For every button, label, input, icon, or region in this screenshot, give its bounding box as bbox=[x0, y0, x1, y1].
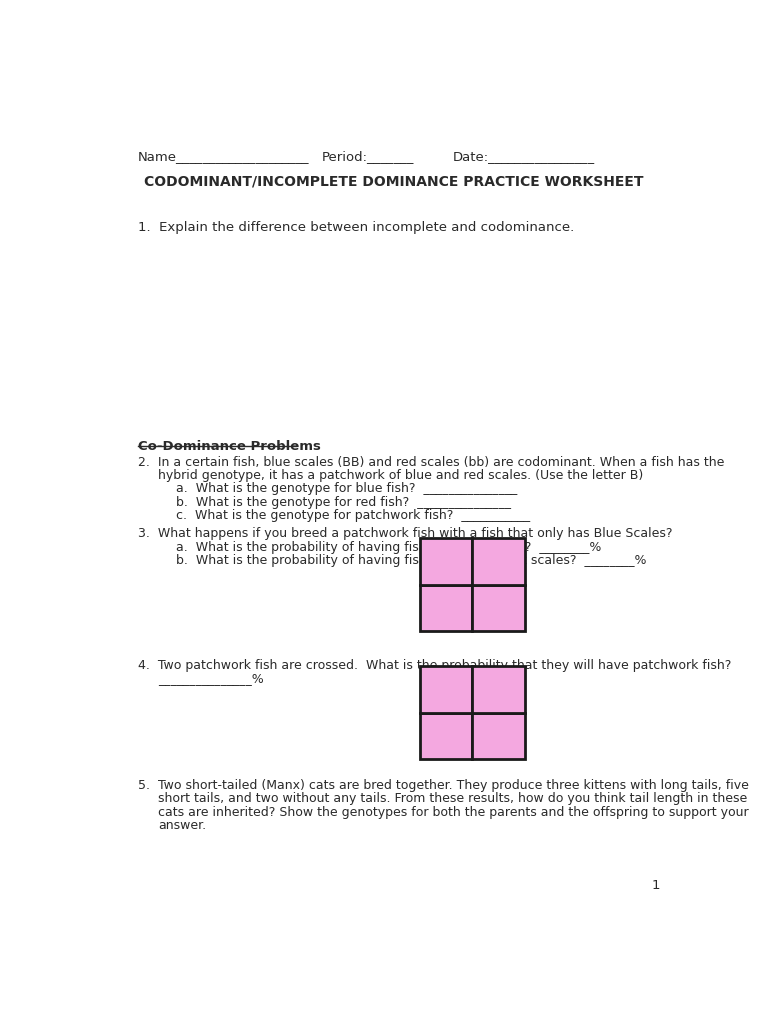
Text: _______________%: _______________% bbox=[158, 673, 264, 685]
Text: 4.  Two patchwork fish are crossed.  What is the probability that they will have: 4. Two patchwork fish are crossed. What … bbox=[137, 659, 731, 672]
Text: 2.  In a certain fish, blue scales (BB) and red scales (bb) are codominant. When: 2. In a certain fish, blue scales (BB) a… bbox=[137, 456, 724, 469]
Text: Name____________________: Name____________________ bbox=[137, 151, 310, 164]
Text: b.  What is the genotype for red fish?  _______________: b. What is the genotype for red fish? __… bbox=[177, 496, 511, 509]
Text: Period:_______: Period:_______ bbox=[323, 151, 415, 164]
Text: c.  What is the genotype for patchwork fish?  ___________: c. What is the genotype for patchwork fi… bbox=[177, 509, 531, 522]
Bar bbox=[472, 539, 525, 585]
Bar bbox=[420, 713, 472, 759]
Text: a.  What is the genotype for blue fish?  _______________: a. What is the genotype for blue fish? _… bbox=[177, 482, 518, 496]
Text: b.  What is the probability of having fish with patchwork scales?  ________%: b. What is the probability of having fis… bbox=[177, 554, 647, 567]
Text: short tails, and two without any tails. From these results, how do you think tai: short tails, and two without any tails. … bbox=[158, 793, 748, 805]
Bar bbox=[420, 539, 472, 585]
Text: CODOMINANT/INCOMPLETE DOMINANCE PRACTICE WORKSHEET: CODOMINANT/INCOMPLETE DOMINANCE PRACTICE… bbox=[144, 174, 644, 188]
Text: a.  What is the probability of having fish with red scales?  ________%: a. What is the probability of having fis… bbox=[177, 541, 601, 554]
Text: 5.  Two short-tailed (Manx) cats are bred together. They produce three kittens w: 5. Two short-tailed (Manx) cats are bred… bbox=[137, 779, 749, 792]
Text: Date:________________: Date:________________ bbox=[453, 151, 595, 164]
Text: cats are inherited? Show the genotypes for both the parents and the offspring to: cats are inherited? Show the genotypes f… bbox=[158, 806, 749, 819]
Bar bbox=[472, 667, 525, 713]
Text: 3.  What happens if you breed a patchwork fish with a fish that only has Blue Sc: 3. What happens if you breed a patchwork… bbox=[137, 527, 672, 541]
Text: Co-Dominance Problems: Co-Dominance Problems bbox=[137, 440, 320, 453]
Text: 1.  Explain the difference between incomplete and codominance.: 1. Explain the difference between incomp… bbox=[137, 221, 574, 234]
Text: 1: 1 bbox=[651, 879, 660, 892]
Bar bbox=[420, 585, 472, 632]
Text: answer.: answer. bbox=[158, 819, 207, 833]
Text: hybrid genotype, it has a patchwork of blue and red scales. (Use the letter B): hybrid genotype, it has a patchwork of b… bbox=[158, 469, 644, 482]
Bar bbox=[472, 713, 525, 759]
Bar bbox=[472, 585, 525, 632]
Bar bbox=[420, 667, 472, 713]
